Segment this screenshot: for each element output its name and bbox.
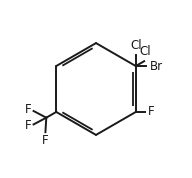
Text: F: F [42, 134, 49, 147]
Text: F: F [25, 103, 31, 116]
Text: F: F [25, 119, 31, 132]
Text: F: F [148, 105, 155, 119]
Text: Cl: Cl [139, 45, 151, 58]
Text: Cl: Cl [130, 39, 142, 52]
Text: Br: Br [150, 59, 163, 73]
